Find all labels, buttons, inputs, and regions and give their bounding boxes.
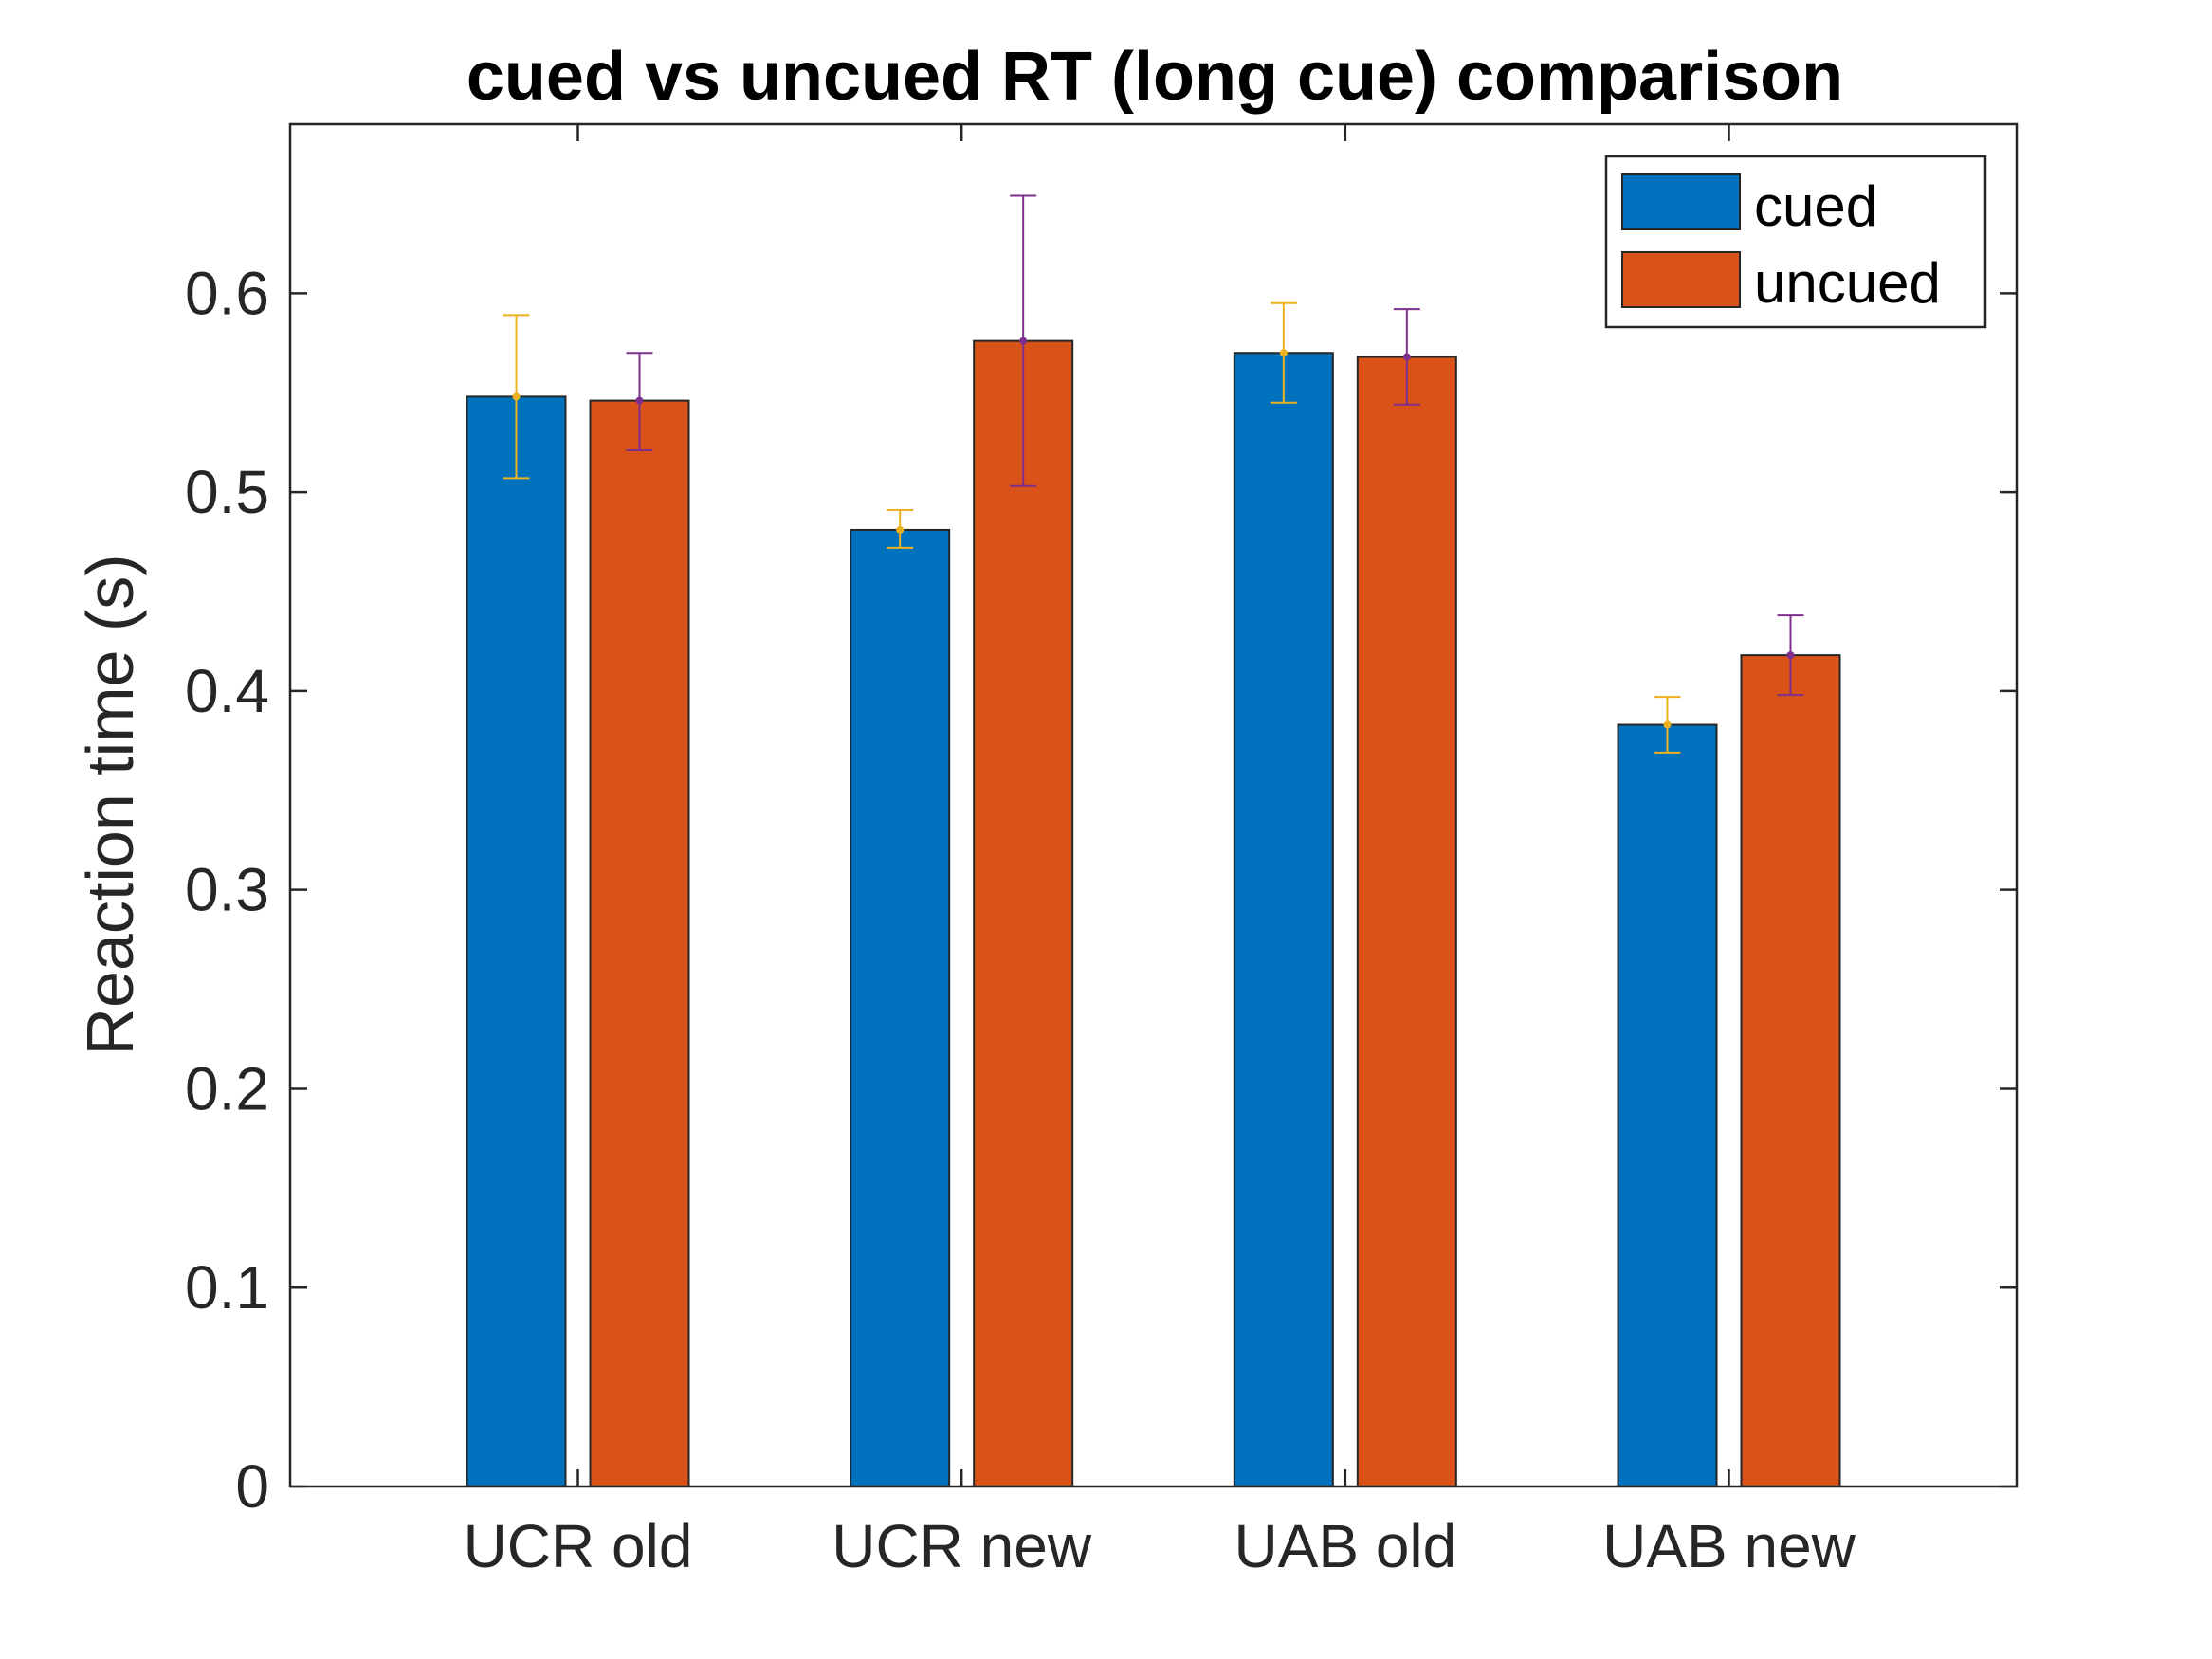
legend: cued uncued [1604, 155, 1987, 329]
y-tick-label-6: 0.6 [185, 259, 269, 327]
x-tick-label-1: UCR new [832, 1512, 1092, 1580]
bar-uncued-2 [1356, 356, 1457, 1487]
y-tick-label-0: 0 [235, 1452, 269, 1521]
errorbar-marker-uncued-1 [1019, 337, 1028, 345]
y-axis-label: Reaction time (s) [73, 554, 147, 1055]
bar-cued-2 [1233, 352, 1334, 1487]
x-tick-label-2: UAB old [1234, 1512, 1456, 1580]
errorbar-marker-cued-0 [512, 392, 521, 401]
bars-layer [466, 339, 1841, 1488]
y-tick-label-4: 0.4 [185, 657, 269, 725]
y-tick-label-3: 0.3 [185, 856, 269, 924]
errorbar-marker-cued-1 [896, 525, 905, 534]
ticks-layer [290, 124, 2017, 1488]
bar-uncued-1 [973, 339, 1074, 1488]
legend-label-cued: cued [1754, 174, 1877, 238]
errorbar-marker-uncued-3 [1786, 651, 1795, 660]
legend-swatch-cued [1621, 173, 1741, 230]
errorbar-marker-uncued-0 [635, 396, 644, 405]
y-tick-label-5: 0.5 [185, 458, 269, 526]
errorbar-marker-cued-2 [1279, 349, 1288, 357]
x-tick-label-3: UAB new [1602, 1512, 1856, 1580]
plot-area-frame [288, 122, 2019, 1488]
y-tick-labels: 0 0.1 0.2 0.3 0.4 0.5 0.6 [185, 259, 269, 1521]
bar-cued-0 [466, 395, 567, 1487]
x-tick-label-0: UCR old [464, 1512, 693, 1580]
errorbars-layer [503, 194, 1804, 754]
y-tick-label-2: 0.2 [185, 1054, 269, 1122]
legend-swatch-uncued [1621, 251, 1741, 308]
x-tick-labels: UCR old UCR new UAB old UAB new [464, 1512, 1856, 1580]
legend-label-uncued: uncued [1754, 251, 1941, 315]
bar-cued-3 [1617, 723, 1718, 1487]
errorbar-marker-cued-3 [1663, 720, 1672, 729]
chart-title: cued vs uncued RT (long cue) comparison [466, 39, 1843, 115]
bar-uncued-0 [589, 399, 690, 1488]
bar-uncued-3 [1740, 654, 1841, 1487]
bar-cued-1 [850, 528, 951, 1487]
y-tick-label-1: 0.1 [185, 1253, 269, 1322]
errorbar-marker-uncued-2 [1402, 353, 1411, 361]
